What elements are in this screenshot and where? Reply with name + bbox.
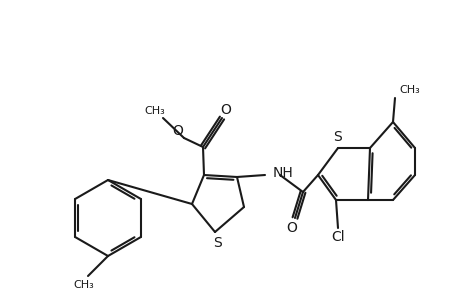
Text: O: O [220,103,231,117]
Text: NH: NH [272,166,293,180]
Text: O: O [172,124,183,138]
Text: S: S [213,236,222,250]
Text: CH₃: CH₃ [144,106,165,116]
Text: CH₃: CH₃ [398,85,419,95]
Text: Cl: Cl [330,230,344,244]
Text: S: S [333,130,341,144]
Text: CH₃: CH₃ [73,280,94,290]
Text: O: O [286,221,297,235]
